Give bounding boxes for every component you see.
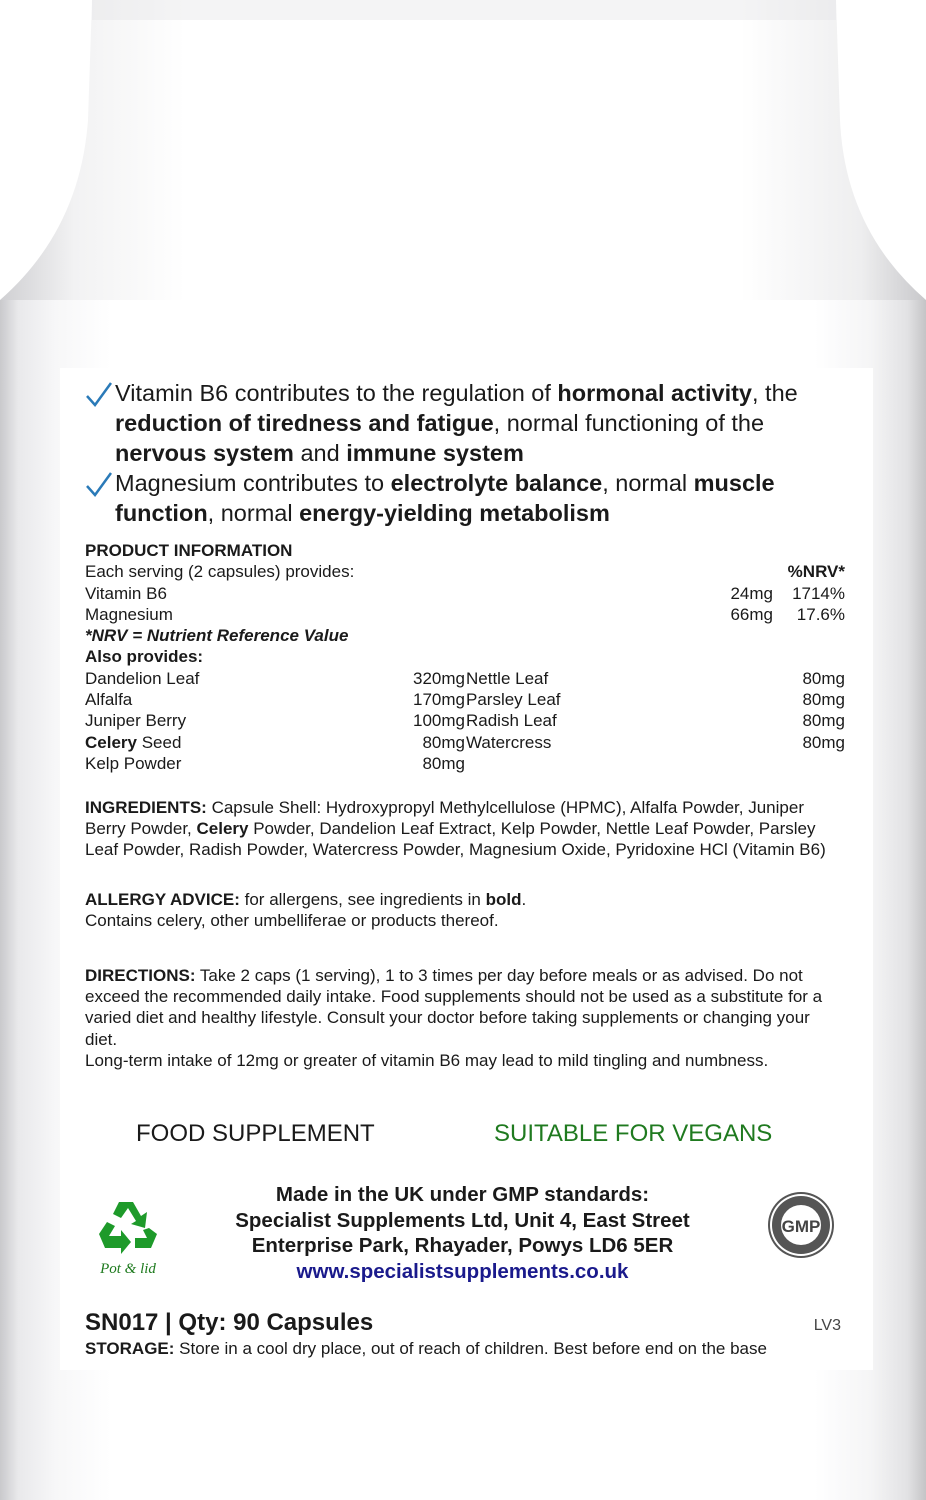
ingredient-name: Parsley Leaf <box>466 690 561 710</box>
bold-text-segment: STORAGE: <box>85 1339 175 1358</box>
ingredient-amount: 80mg <box>802 690 845 710</box>
ingredient-name: Celery <box>85 732 137 752</box>
nutrient-name: Magnesium <box>85 604 173 624</box>
serving-text: Each serving (2 capsules) provides: <box>85 562 355 582</box>
ingredient-amount: 80mg <box>422 732 465 752</box>
manufacturer-line: Specialist Supplements Ltd, Unit 4, East… <box>235 1208 690 1232</box>
ingredient-row: Juniper Berry 100mg Radish Leaf 80mg <box>85 710 845 731</box>
text-segment: , normal <box>207 500 300 526</box>
bottle-lid <box>0 0 926 330</box>
nrv-note: *NRV = Nutrient Reference Value <box>85 626 349 646</box>
manufacturer-line: Enterprise Park, Rhayader, Powys LD6 5ER <box>251 1234 674 1257</box>
also-provides-heading: Also provides: <box>85 647 204 667</box>
bold-text-segment: INGREDIENTS: <box>85 798 207 817</box>
text-segment: Take 2 caps (1 serving), 1 to 3 times pe… <box>85 966 823 1070</box>
label-version: LV3 <box>813 1317 841 1334</box>
nutrient-amount: 24mg <box>730 583 773 603</box>
text-segment: and <box>293 440 347 466</box>
product-info-heading: PRODUCT INFORMATION <box>85 541 293 560</box>
text-segment: Capsule Shell: Hydroxypropyl Methylcellu… <box>85 798 804 839</box>
gmp-badge-text: GMP <box>782 1217 821 1236</box>
ingredient-name: Radish Leaf <box>466 711 557 731</box>
bold-text-segment: energy-yielding metabolism <box>299 500 610 526</box>
bold-text-segment: bold <box>485 890 522 909</box>
manufacturer-info: Made in the UK under GMP standards: Spec… <box>180 1182 745 1284</box>
ingredient-amount: 320mg <box>413 668 465 688</box>
ingredient-amount: 100mg <box>413 711 465 731</box>
product-label <box>60 368 873 1370</box>
text-segment: for allergens, see ingredients in <box>239 890 486 909</box>
bold-text-segment: Celery <box>196 819 249 839</box>
ingredient-amount: 80mg <box>802 711 845 731</box>
text-segment: Powder, Dandelion Leaf Extract, Kelp Pow… <box>85 819 826 860</box>
benefit-item: Vitamin B6 contributes to the regulation… <box>85 378 855 468</box>
manufacturer-line: Made in the UK under GMP standards: <box>275 1183 650 1206</box>
ingredient-name: Dandelion Leaf <box>85 668 200 688</box>
text-segment: , the <box>752 380 798 406</box>
ingredient-name: Watercress <box>466 732 552 752</box>
nutrient-row: Magnesium 66mg 17.6% <box>85 604 845 625</box>
recycle-label: Pot & lid <box>100 1261 156 1277</box>
ingredient-amount: 80mg <box>422 753 465 773</box>
ingredient-row: Kelp Powder 80mg <box>85 753 845 774</box>
sku-quantity: SN017 | Qty: 90 Capsules <box>85 1309 374 1336</box>
ingredients-text: INGREDIENTS: Capsule Shell: Hydroxypropy… <box>85 797 845 861</box>
nutrient-nrv: 17.6% <box>796 604 845 624</box>
ingredient-row: Dandelion Leaf 320mg Nettle Leaf 80mg <box>85 668 845 689</box>
ingredient-amount: 170mg <box>413 690 465 710</box>
product-information: PRODUCT INFORMATION Each serving (2 caps… <box>85 540 845 774</box>
text-segment: , normal <box>602 470 694 496</box>
vegan-label: SUITABLE FOR VEGANS <box>494 1120 773 1147</box>
ingredient-amount: 80mg <box>802 668 845 688</box>
benefit-list: Vitamin B6 contributes to the regulation… <box>85 378 855 528</box>
checkmark-icon <box>86 472 113 497</box>
benefit-text: Vitamin B6 contributes to the regulation… <box>115 380 798 466</box>
bold-text-segment: ALLERGY ADVICE: <box>85 890 240 909</box>
text-segment: Store in a cool dry place, out of reach … <box>174 1339 767 1358</box>
allergy-advice: ALLERGY ADVICE: for allergens, see ingre… <box>85 889 845 931</box>
bold-text-segment: immune system <box>346 440 524 466</box>
ingredient-name: Kelp Powder <box>85 753 182 773</box>
gmp-badge: GMP <box>768 1192 834 1258</box>
nrv-header: %NRV* <box>787 562 845 582</box>
bold-text-segment: reduction of tiredness and fatigue <box>115 410 494 436</box>
directions-text: DIRECTIONS: Take 2 caps (1 serving), 1 t… <box>85 965 845 1071</box>
checkmark-icon <box>86 382 113 407</box>
bold-text-segment: muscle function <box>115 470 775 526</box>
bold-text-segment: nervous system <box>115 440 294 466</box>
ingredient-amount: 80mg <box>802 732 845 752</box>
nutrient-nrv: 1714% <box>792 583 845 603</box>
ingredient-name: Alfalfa <box>85 690 133 710</box>
nutrient-amount: 66mg <box>730 604 773 624</box>
benefit-item: Magnesium contributes to electrolyte bal… <box>85 468 855 528</box>
nutrient-name: Vitamin B6 <box>85 583 167 603</box>
benefit-text: Magnesium contributes to electrolyte bal… <box>115 470 775 526</box>
bold-text-segment: electrolyte balance <box>390 470 603 496</box>
recycle-badge: Pot & lid <box>88 1198 168 1278</box>
ingredient-row: Celery Seed 80mg Watercress 80mg <box>85 732 845 753</box>
text-segment: Vitamin B6 contributes to the regulation… <box>115 380 558 406</box>
ingredient-row: Alfalfa 170mg Parsley Leaf 80mg <box>85 689 845 710</box>
nutrient-row: Vitamin B6 24mg 1714% <box>85 583 845 604</box>
website-link[interactable]: www.specialistsupplements.co.uk <box>296 1259 629 1283</box>
ingredient-name: Juniper Berry <box>85 711 187 731</box>
storage-text: STORAGE: Store in a cool dry place, out … <box>85 1339 767 1359</box>
food-supplement-label: FOOD SUPPLEMENT <box>136 1120 375 1147</box>
text-segment: . Contains celery, other umbelliferae or… <box>85 890 527 931</box>
ingredient-name: Nettle Leaf <box>466 668 549 688</box>
text-segment: , normal functioning of the <box>493 410 765 436</box>
text-segment: Magnesium contributes to <box>115 470 391 496</box>
ingredient-name-rest: Seed <box>136 732 182 752</box>
recycle-icon <box>99 1202 157 1254</box>
bold-text-segment: DIRECTIONS: <box>85 966 196 985</box>
bold-text-segment: hormonal activity <box>557 380 752 406</box>
